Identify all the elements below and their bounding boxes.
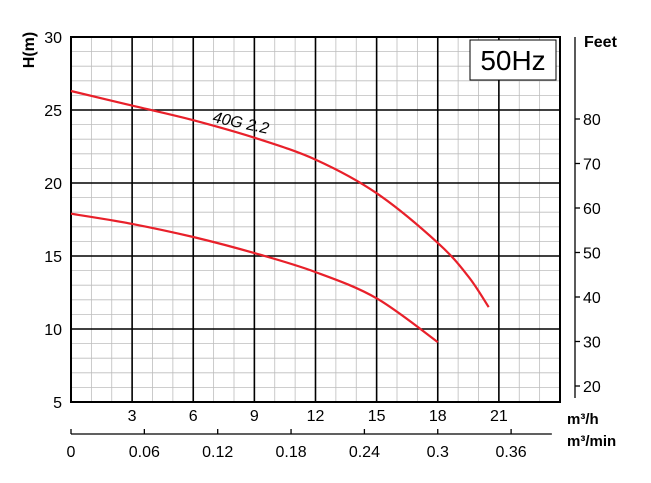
x-bottom-tick-label: 0.18 xyxy=(275,444,306,461)
feet-tick-label: 30 xyxy=(583,334,601,351)
x-top-tick-label: 6 xyxy=(189,408,198,425)
y-tick-label: 10 xyxy=(44,322,62,339)
feet-tick-label: 40 xyxy=(583,290,601,307)
y-axis-label: H(m) xyxy=(21,32,38,68)
y-tick-labels: 5 10 15 20 25 30 xyxy=(44,30,62,412)
y-tick-label: 30 xyxy=(44,30,62,47)
feet-axis: 20 30 40 50 60 70 80 xyxy=(574,37,601,398)
y-tick-label: 5 xyxy=(53,395,62,412)
x-bottom-tick-label: 0.12 xyxy=(202,444,233,461)
feet-tick-label: 50 xyxy=(583,245,601,262)
x-top-tick-label: 12 xyxy=(307,408,325,425)
x-top-tick-labels: 3 6 9 12 15 18 21 xyxy=(128,408,508,425)
series-line-2 xyxy=(70,212,439,343)
right-axis-label: Feet xyxy=(584,34,618,51)
series-line-1 xyxy=(70,89,490,308)
y-tick-label: 15 xyxy=(44,249,62,266)
y-tick-label: 20 xyxy=(44,176,62,193)
x-top-tick-label: 9 xyxy=(250,408,259,425)
plot-frame xyxy=(70,36,561,403)
x-bottom-tick-label: 0 xyxy=(67,444,76,461)
x-top-tick-label: 3 xyxy=(128,408,137,425)
feet-tick-label: 80 xyxy=(583,112,601,129)
x-top-tick-label: 15 xyxy=(368,408,386,425)
x-top-tick-label: 21 xyxy=(490,408,508,425)
feet-tick-label: 70 xyxy=(583,156,601,173)
y-tick-label: 25 xyxy=(44,103,62,120)
x-top-tick-label: 18 xyxy=(429,408,447,425)
feet-tick-label: 20 xyxy=(583,379,601,396)
x-bottom-axis: 0 0.06 0.12 0.18 0.24 0.3 0.36 xyxy=(67,429,552,461)
frequency-badge-box xyxy=(469,39,557,81)
feet-tick-label: 60 xyxy=(583,201,601,218)
frequency-badge: 50Hz xyxy=(480,45,545,76)
x-bottom-tick-label: 0.36 xyxy=(496,444,527,461)
head-curves xyxy=(70,89,490,343)
x-axis-unit-top: m³/h xyxy=(567,411,599,428)
x-axis-unit-bottom: m³/min xyxy=(567,433,616,450)
major-gridlines xyxy=(71,37,560,402)
x-bottom-tick-label: 0.06 xyxy=(129,444,160,461)
x-bottom-tick-label: 0.3 xyxy=(427,444,449,461)
x-bottom-tick-label: 0.24 xyxy=(349,444,380,461)
